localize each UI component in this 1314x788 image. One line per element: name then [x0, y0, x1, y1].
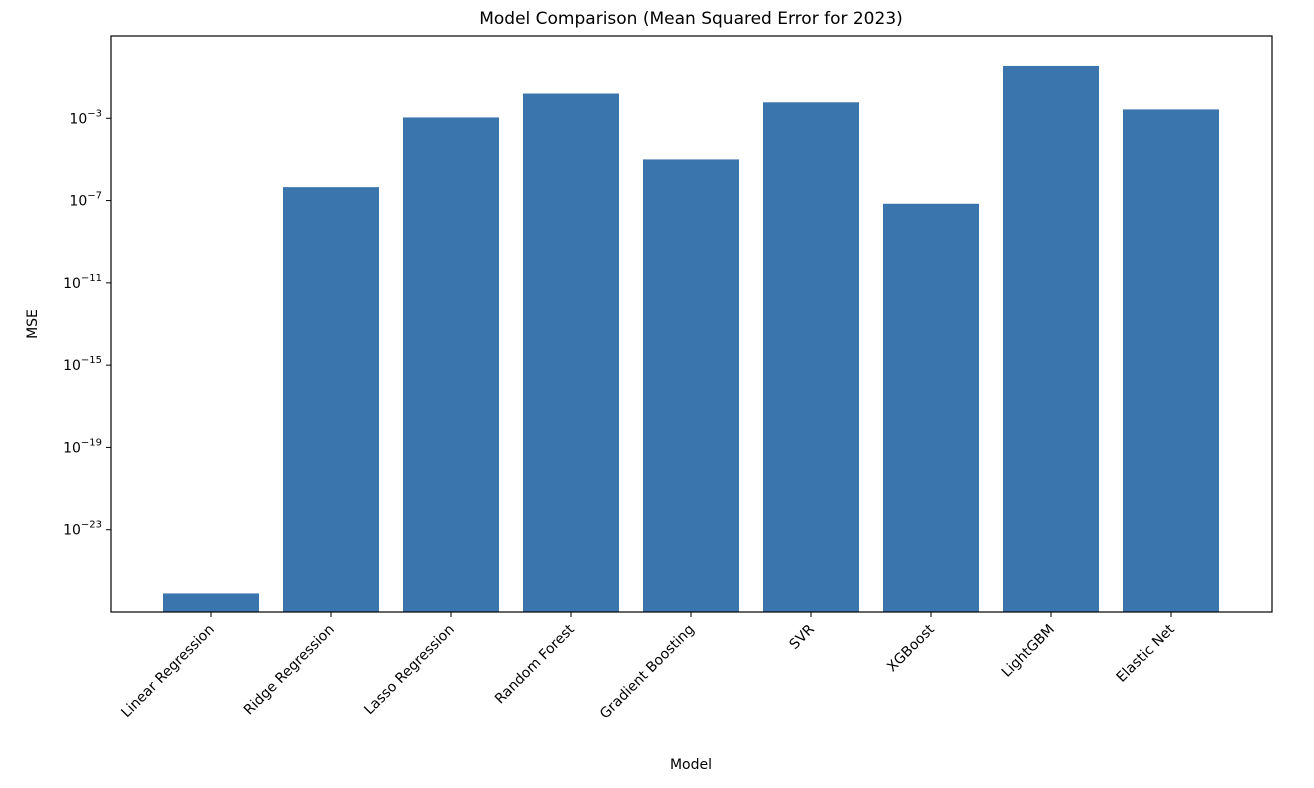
x-tick-label: Ridge Regression — [241, 622, 338, 719]
bars-layer — [163, 65, 1219, 613]
chart-title: Model Comparison (Mean Squared Error for… — [479, 9, 903, 29]
x-tick-label: Random Forest — [492, 621, 578, 707]
bar — [1003, 65, 1099, 612]
bar — [163, 593, 259, 612]
x-tick-label: LightGBM — [999, 622, 1058, 681]
y-axis-label: MSE — [25, 309, 41, 339]
y-tick-label: 10−19 — [63, 437, 102, 456]
y-ticks-layer: 10−3 10−7 10−11 10−15 10−19 10−23 — [63, 108, 111, 539]
y-tick-label: 10−7 — [69, 191, 102, 210]
x-tick-label: Elastic Net — [1114, 621, 1179, 686]
bar — [763, 102, 859, 613]
y-tick-label: 10−23 — [63, 520, 102, 539]
x-tick-label: XGBoost — [884, 621, 938, 675]
bar — [1123, 109, 1219, 612]
y-tick-label: 10−3 — [69, 108, 102, 127]
x-tick-label: SVR — [787, 621, 818, 652]
x-ticks-layer: Linear Regression Ridge Regression Lasso R… — [118, 612, 1178, 722]
bar — [883, 203, 979, 612]
x-tick-label: Gradient Boosting — [597, 622, 698, 723]
bar — [403, 117, 499, 612]
y-tick-label: 10−11 — [63, 273, 102, 292]
x-tick-label: Lasso Regression — [361, 622, 458, 719]
x-tick-label: Linear Regression — [118, 622, 217, 721]
bar — [643, 159, 739, 612]
x-axis-label: Model — [670, 757, 712, 773]
y-tick-label: 10−15 — [63, 355, 102, 374]
bar — [523, 93, 619, 612]
bar — [283, 187, 379, 612]
